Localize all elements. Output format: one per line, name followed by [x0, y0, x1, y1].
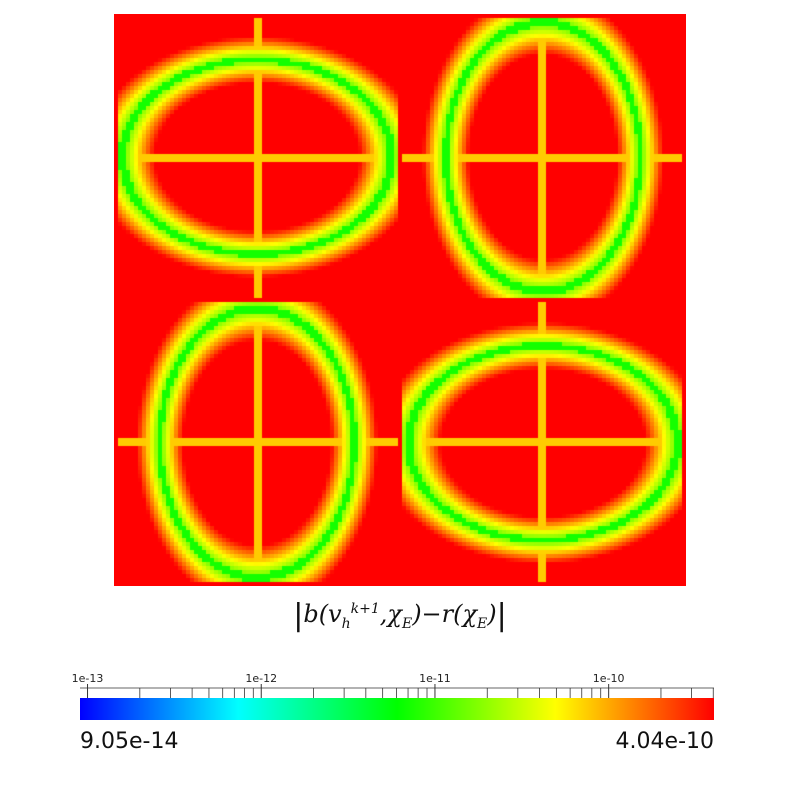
colorbar-gradient — [80, 698, 714, 720]
colorbar-min-label: 9.05e-14 — [80, 729, 178, 754]
colorbar-tick-label: 1e-13 — [72, 672, 104, 685]
colorbar: 1e-13 1e-12 1e-11 1e-10 9.05e-14 4.04e-10 — [72, 672, 714, 754]
colorbar-tick-label: 1e-11 — [419, 672, 451, 685]
colorbar-max-label: 4.04e-10 — [616, 729, 714, 754]
colorbar-tick-label: 1e-12 — [245, 672, 277, 685]
colorbar-tick-label: 1e-10 — [593, 672, 625, 685]
field-formula-label: |b(vhk+1,χE)−r(χE)| — [293, 598, 507, 633]
heatmap-field — [114, 14, 686, 586]
